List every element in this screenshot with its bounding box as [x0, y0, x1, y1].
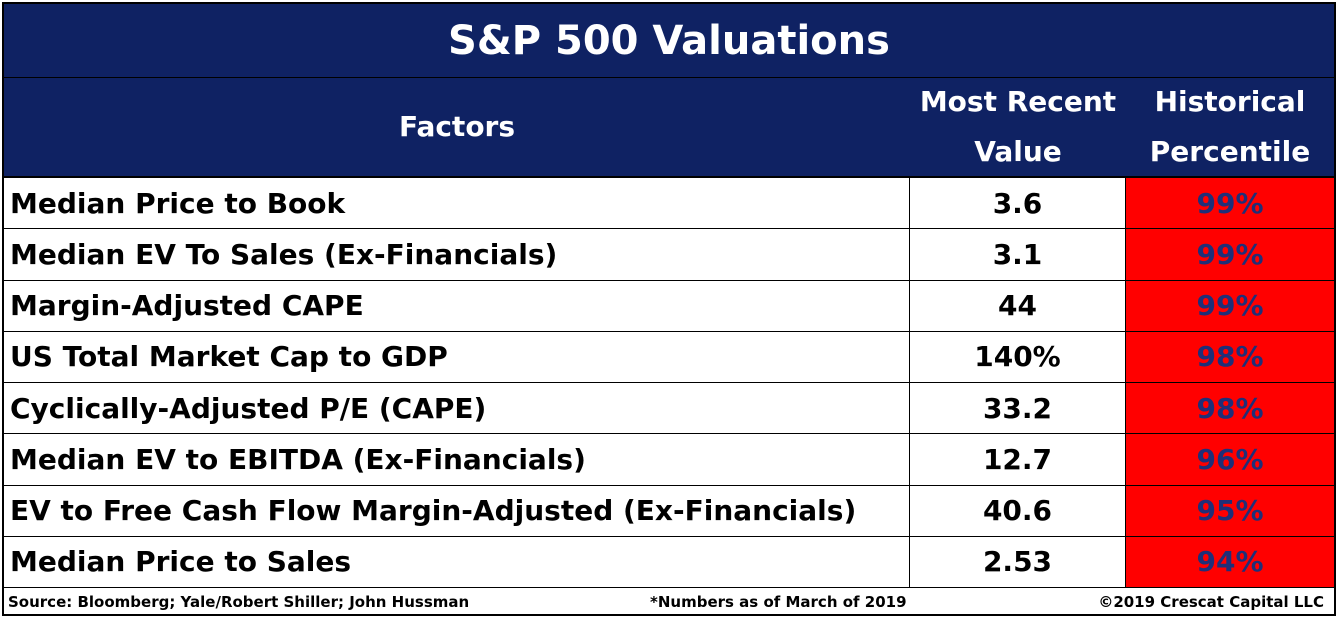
- footer: Source: Bloomberg; Yale/Robert Shiller; …: [4, 588, 1334, 614]
- value-cell: 3.6: [910, 178, 1126, 229]
- table-title: S&P 500 Valuations: [4, 4, 1334, 78]
- value-cell: 2.53: [910, 536, 1126, 587]
- factor-cell: Margin-Adjusted CAPE: [4, 280, 910, 331]
- factor-cell: Median Price to Sales: [4, 536, 910, 587]
- factor-cell: Cyclically-Adjusted P/E (CAPE): [4, 383, 910, 434]
- factor-cell: US Total Market Cap to GDP: [4, 331, 910, 382]
- value-cell: 40.6: [910, 485, 1126, 536]
- table-row: Margin-Adjusted CAPE 44 99%: [4, 280, 1334, 332]
- table-row: Median Price to Book 3.6 99%: [4, 178, 1334, 230]
- header-factors: Factors: [4, 78, 910, 176]
- value-cell: 33.2: [910, 383, 1126, 434]
- header-factors-label: Factors: [398, 110, 516, 143]
- table-body: Median Price to Book 3.6 99% Median EV To S…: [4, 178, 1334, 588]
- percentile-cell: 95%: [1126, 485, 1334, 536]
- factor-cell: Median EV to EBITDA (Ex-Financials): [4, 434, 910, 485]
- table-row: EV to Free Cash Flow Margin-Adjusted (Ex…: [4, 485, 1334, 537]
- percentile-cell: 96%: [1126, 434, 1334, 485]
- table-row: US Total Market Cap to GDP 140% 98%: [4, 331, 1334, 383]
- value-cell: 12.7: [910, 434, 1126, 485]
- table-row: Median EV to EBITDA (Ex-Financials) 12.7 9…: [4, 434, 1334, 486]
- percentile-cell: 99%: [1126, 229, 1334, 280]
- percentile-cell: 98%: [1126, 331, 1334, 382]
- percentile-cell: 99%: [1126, 280, 1334, 331]
- header-historical-percentile: Historical Percentile: [1126, 78, 1334, 176]
- header-row: Factors Most Recent Value Historical Per…: [4, 78, 1334, 178]
- header-value-line1: Most Recent: [919, 85, 1117, 118]
- percentile-cell: 94%: [1126, 536, 1334, 587]
- copyright-note: ©2019 Crescat Capital LLC: [1098, 593, 1324, 611]
- header-pct-line2: Percentile: [1149, 135, 1311, 168]
- source-note: Source: Bloomberg; Yale/Robert Shiller; …: [8, 593, 470, 611]
- header-most-recent-value: Most Recent Value: [910, 78, 1126, 176]
- factor-cell: Median Price to Book: [4, 178, 910, 229]
- value-cell: 140%: [910, 331, 1126, 382]
- percentile-cell: 99%: [1126, 178, 1334, 229]
- table-row: Median EV To Sales (Ex-Financials) 3.1 99%: [4, 229, 1334, 281]
- factor-cell: EV to Free Cash Flow Margin-Adjusted (Ex…: [4, 485, 910, 536]
- header-pct-line1: Historical: [1154, 85, 1306, 118]
- date-note: *Numbers as of March of 2019: [650, 593, 907, 611]
- header-value-line2: Value: [974, 135, 1062, 168]
- value-cell: 44: [910, 280, 1126, 331]
- value-cell: 3.1: [910, 229, 1126, 280]
- factor-cell: Median EV To Sales (Ex-Financials): [4, 229, 910, 280]
- percentile-cell: 98%: [1126, 383, 1334, 434]
- table-row: Median Price to Sales 2.53 94%: [4, 536, 1334, 588]
- table-row: Cyclically-Adjusted P/E (CAPE) 33.2 98%: [4, 383, 1334, 435]
